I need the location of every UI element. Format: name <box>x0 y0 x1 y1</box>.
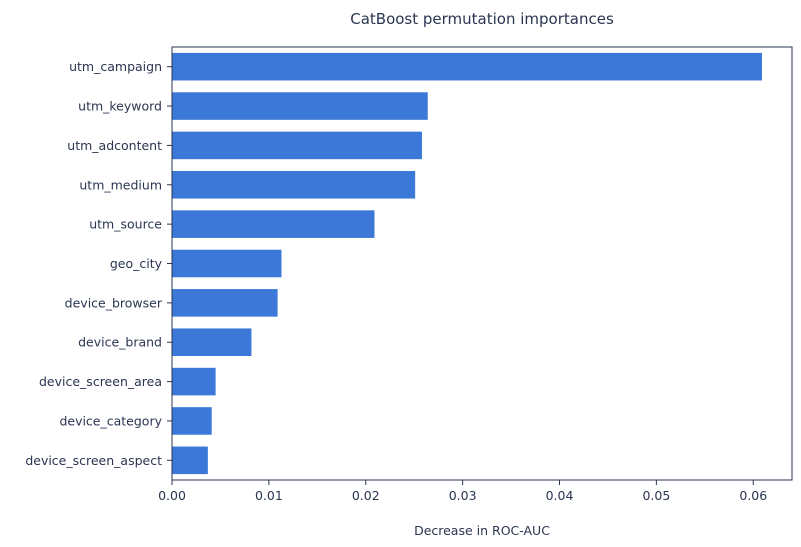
x-axis-ticks: 0.00 0.01 0.02 0.03 0.04 0.05 0.06 <box>158 480 767 503</box>
category-label: geo_city <box>110 256 163 271</box>
category-label: device_brand <box>78 335 162 350</box>
bar-device-screen-aspect <box>172 446 208 475</box>
bar-utm-keyword <box>172 92 428 120</box>
axes-frame <box>171 46 793 481</box>
bar-device-brand <box>172 328 252 357</box>
x-tick-label: 0.02 <box>352 488 380 503</box>
bar-utm-source <box>172 210 375 238</box>
bar-device-screen-area <box>172 367 216 396</box>
bar-device-browser <box>172 289 278 317</box>
x-tick-label: 0.04 <box>546 488 574 503</box>
bars-group <box>172 52 762 475</box>
bar-utm-medium <box>172 170 416 199</box>
x-tick-label: 0.01 <box>255 488 283 503</box>
x-tick-label: 0.05 <box>642 488 670 503</box>
category-label: device_screen_aspect <box>25 453 162 468</box>
bar-geo-city <box>172 249 282 278</box>
x-axis-label: Decrease in ROC-AUC <box>414 523 550 538</box>
category-label: utm_medium <box>79 177 162 192</box>
bar-utm-adcontent <box>172 131 422 160</box>
category-label: utm_adcontent <box>67 138 162 153</box>
category-labels: utm_campaign utm_keyword utm_adcontent utm_… <box>25 59 172 468</box>
bar-utm-campaign <box>172 52 762 81</box>
bar-device-category <box>172 407 212 435</box>
chart-title: CatBoost permutation importances <box>350 10 614 28</box>
x-tick-label: 0.00 <box>158 488 186 503</box>
category-label: utm_keyword <box>78 99 162 114</box>
x-tick-label: 0.06 <box>739 488 767 503</box>
category-label: device_browser <box>65 295 163 310</box>
category-label: utm_source <box>89 217 162 232</box>
category-label: device_category <box>59 413 162 428</box>
category-label: utm_campaign <box>69 59 162 74</box>
category-label: device_screen_area <box>39 374 162 389</box>
x-tick-label: 0.03 <box>449 488 477 503</box>
